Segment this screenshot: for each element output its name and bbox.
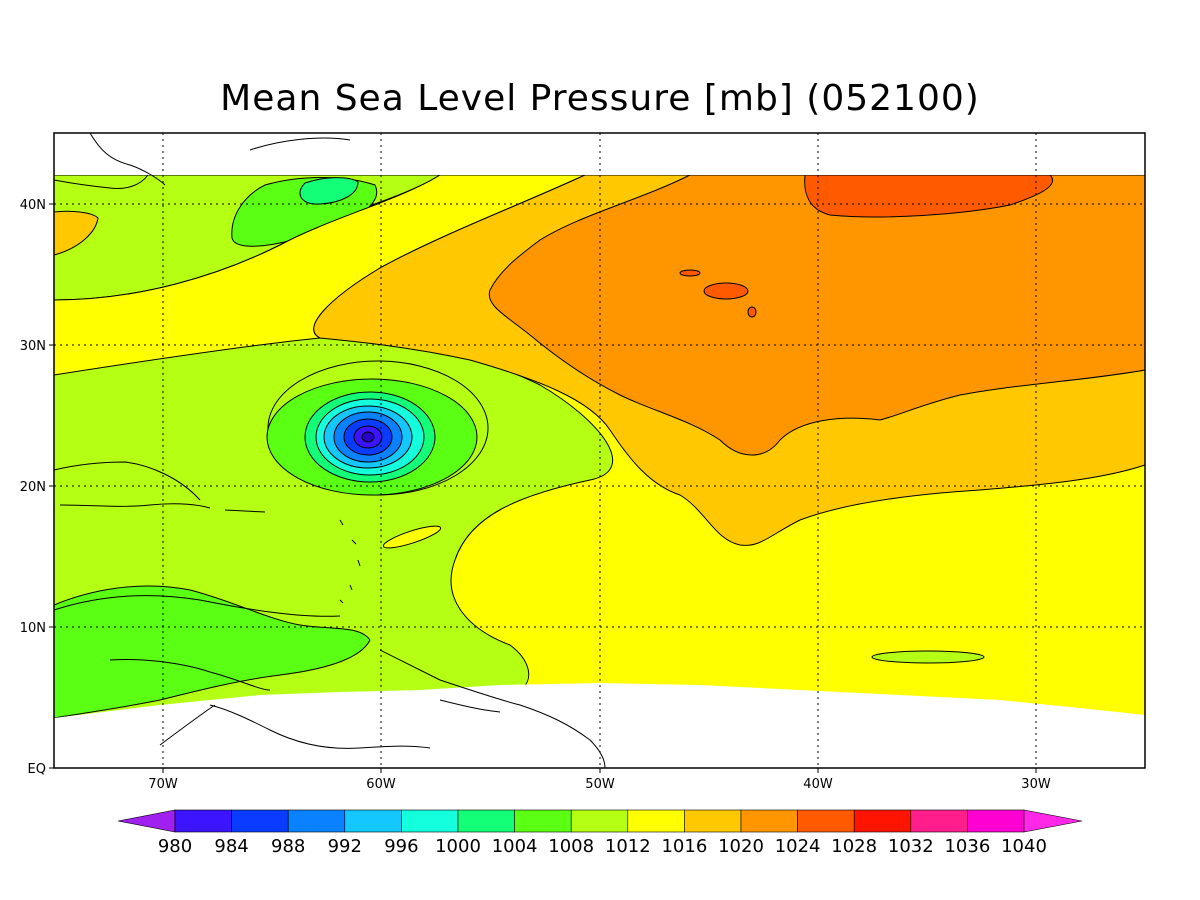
y-tick-20n: 20N bbox=[20, 480, 46, 495]
x-tick-70w: 70W bbox=[148, 777, 178, 792]
colorbar-label: 996 bbox=[384, 836, 418, 857]
x-tick-50w: 50W bbox=[585, 777, 615, 792]
colorbar-swatch bbox=[174, 809, 232, 833]
x-axis-labels: 70W 60W 50W 40W 30W bbox=[148, 777, 1051, 792]
y-tick-30n: 30N bbox=[20, 339, 46, 354]
band-1024 bbox=[804, 174, 1053, 218]
band-1020 bbox=[488, 174, 1145, 456]
x-tick-40w: 40W bbox=[803, 777, 833, 792]
colorbar-swatch bbox=[967, 809, 1025, 833]
colorbar-arrow-high bbox=[1023, 809, 1083, 833]
cell-1024-a bbox=[703, 282, 749, 300]
band-1004-sw bbox=[54, 585, 371, 719]
y-axis-labels: EQ 10N 20N 30N 40N bbox=[20, 198, 46, 777]
colorbar-label: 1020 bbox=[718, 836, 764, 857]
colorbar-label: 984 bbox=[214, 836, 248, 857]
contour-fill bbox=[54, 133, 1145, 768]
colorbar-swatch bbox=[401, 809, 459, 833]
colorbar-label: 992 bbox=[328, 836, 362, 857]
colorbar-label: 1000 bbox=[435, 836, 481, 857]
cell-1008-east bbox=[871, 650, 985, 664]
y-tick-10n: 10N bbox=[20, 621, 46, 636]
colorbar-label: 1004 bbox=[492, 836, 538, 857]
map-grid bbox=[54, 133, 1145, 768]
colorbar-label: 1028 bbox=[831, 836, 877, 857]
colorbar: 980 984 988 992 996 1000 1004 1008 1012 1016 1020 1… bbox=[117, 809, 1083, 857]
band-1016-nw bbox=[54, 210, 99, 256]
map-title: Mean Sea Level Pressure [mb] (052100) bbox=[220, 78, 980, 119]
colorbar-swatch bbox=[627, 809, 685, 833]
coastlines bbox=[54, 133, 606, 768]
cell-1024-c bbox=[747, 306, 757, 318]
colorbar-swatch bbox=[457, 809, 515, 833]
colorbar-swatch bbox=[797, 809, 855, 833]
colorbar-swatch bbox=[740, 809, 798, 833]
colorbar-swatch bbox=[853, 809, 912, 833]
colorbar-label: 1040 bbox=[1001, 836, 1047, 857]
cell-1024-b bbox=[679, 269, 701, 277]
x-tick-30w: 30W bbox=[1021, 777, 1051, 792]
y-tick-40n: 40N bbox=[20, 198, 46, 213]
colorbar-swatch bbox=[684, 809, 742, 833]
low-pressure-system bbox=[266, 360, 489, 496]
colorbar-swatch bbox=[910, 809, 968, 833]
colorbar-swatch bbox=[287, 809, 346, 833]
colorbar-label: 1036 bbox=[944, 836, 990, 857]
colorbar-label: 980 bbox=[158, 836, 192, 857]
colorbar-swatch bbox=[514, 809, 572, 833]
colorbar-swatch bbox=[231, 809, 289, 833]
axis-ticks bbox=[49, 203, 1037, 773]
x-tick-60w: 60W bbox=[366, 777, 396, 792]
colorbar-label: 1012 bbox=[605, 836, 651, 857]
colorbar-swatch bbox=[344, 809, 402, 833]
colorbar-label: 1024 bbox=[775, 836, 821, 857]
colorbar-label: 1008 bbox=[548, 836, 594, 857]
colorbar-arrow-low bbox=[117, 809, 176, 833]
colorbar-label: 1016 bbox=[661, 836, 707, 857]
y-tick-eq: EQ bbox=[28, 762, 46, 777]
band-1000-nw bbox=[299, 177, 359, 205]
colorbar-label: 1032 bbox=[888, 836, 934, 857]
colorbar-swatch bbox=[570, 809, 629, 833]
cell-1008-mid bbox=[382, 525, 442, 549]
colorbar-label: 988 bbox=[271, 836, 305, 857]
